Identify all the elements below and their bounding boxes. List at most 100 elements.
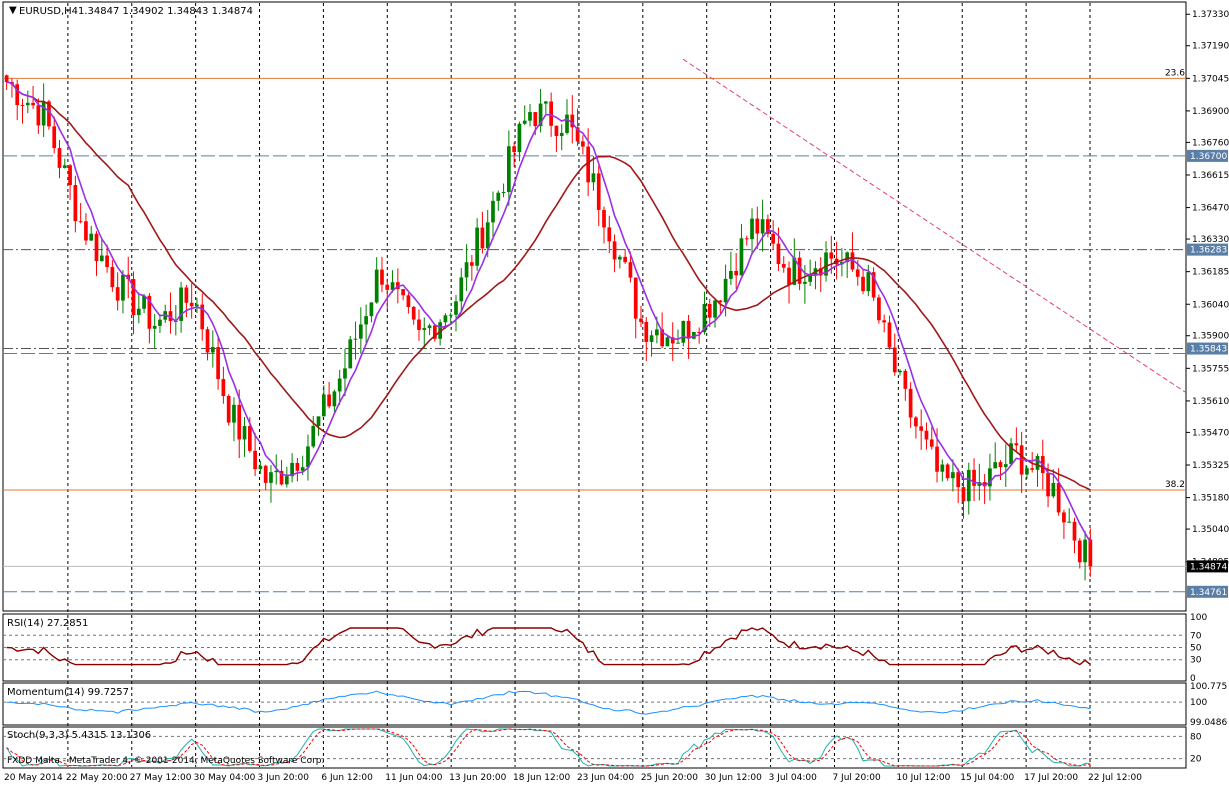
candle-body bbox=[924, 430, 929, 440]
candle-body bbox=[951, 472, 955, 479]
candle-body bbox=[41, 101, 46, 126]
candle-body bbox=[723, 278, 728, 303]
candle-body bbox=[290, 462, 294, 477]
candle-body bbox=[713, 300, 717, 318]
candle-body bbox=[871, 272, 876, 298]
candle-body bbox=[607, 227, 612, 242]
candle-body bbox=[216, 347, 220, 380]
candle-body bbox=[554, 125, 559, 137]
candle-body bbox=[612, 241, 617, 260]
candle-body bbox=[501, 192, 506, 194]
candle-body bbox=[993, 462, 998, 469]
time-label: 23 Jun 04:00 bbox=[577, 773, 634, 783]
candle-body bbox=[343, 368, 347, 379]
candle-body bbox=[522, 120, 527, 124]
time-label: 6 Jun 12:00 bbox=[321, 773, 373, 783]
candle-body bbox=[829, 252, 834, 259]
candle-body bbox=[443, 315, 448, 323]
candle-body bbox=[295, 462, 300, 471]
rsi-title: RSI(14) 27.2851 bbox=[7, 618, 88, 629]
rsi-level-label: 50 bbox=[1190, 644, 1202, 654]
stoch-level-label: 20 bbox=[1190, 755, 1202, 765]
candle-body bbox=[707, 304, 712, 318]
rsi-level-label: 0 bbox=[1190, 674, 1196, 684]
time-label: 11 Jun 04:00 bbox=[385, 773, 442, 783]
candle-body bbox=[882, 320, 887, 323]
candle-body bbox=[432, 325, 437, 339]
candle-body bbox=[422, 328, 427, 330]
header-arrow: ▼ bbox=[9, 5, 17, 16]
candle-body bbox=[686, 320, 691, 339]
time-label: 3 Jul 04:00 bbox=[769, 773, 818, 783]
trend-line bbox=[682, 58, 1186, 393]
candle-body bbox=[464, 262, 469, 278]
candle-body bbox=[142, 295, 146, 309]
price-label: 1.37330 bbox=[1192, 10, 1229, 20]
candle-body bbox=[210, 347, 215, 353]
candle-body bbox=[385, 284, 390, 290]
candle-body bbox=[644, 321, 649, 342]
level-lines bbox=[3, 77, 1186, 593]
candle-body bbox=[247, 426, 252, 451]
candle-body bbox=[639, 318, 643, 322]
candle-body bbox=[401, 289, 405, 296]
candle-body bbox=[390, 282, 395, 290]
price-panel bbox=[2, 1, 1187, 612]
fib-label-23-6: 23.6 bbox=[1165, 68, 1185, 78]
candle-body bbox=[321, 394, 326, 417]
symbol-label: EURUSD,H4 bbox=[19, 6, 78, 17]
candle-body bbox=[887, 322, 892, 348]
time-label: 30 Jun 12:00 bbox=[705, 773, 762, 783]
candle-body bbox=[168, 311, 173, 322]
candle-body bbox=[570, 114, 575, 128]
candle-body bbox=[147, 295, 152, 329]
price-label: 1.35470 bbox=[1192, 428, 1229, 438]
candle-body bbox=[242, 426, 247, 440]
time-label: 10 Jul 12:00 bbox=[896, 773, 950, 783]
candle-body bbox=[496, 192, 501, 201]
momentum-level-label: 100.775 bbox=[1190, 682, 1227, 692]
candle-body bbox=[269, 472, 273, 483]
candle-body bbox=[427, 325, 432, 329]
candle-body bbox=[787, 267, 791, 285]
price-label: 1.35610 bbox=[1192, 397, 1229, 407]
rsi-level-label: 30 bbox=[1190, 656, 1202, 666]
price-label: 1.37190 bbox=[1192, 42, 1229, 52]
price-badge-text: 1.34761 bbox=[1190, 588, 1227, 598]
candle-body bbox=[797, 257, 802, 284]
candle-body bbox=[136, 308, 141, 316]
candle-body bbox=[1035, 456, 1040, 470]
candle-body bbox=[665, 337, 670, 347]
price-label: 1.36760 bbox=[1192, 138, 1229, 148]
candle-body bbox=[565, 114, 569, 133]
price-badge bbox=[1187, 342, 1228, 355]
price-label: 1.35325 bbox=[1192, 461, 1229, 471]
candle-body bbox=[99, 255, 104, 262]
candle-body bbox=[348, 339, 353, 369]
candle-body bbox=[845, 252, 850, 263]
candle-body bbox=[78, 221, 83, 223]
candle-body bbox=[232, 404, 236, 423]
candle-body bbox=[475, 227, 479, 266]
candle-body bbox=[771, 233, 776, 244]
candle-body bbox=[877, 297, 881, 321]
rsi-panel bbox=[2, 613, 1187, 682]
candle-body bbox=[131, 279, 136, 316]
candle-body bbox=[850, 252, 855, 270]
price-badge-text: 1.36283 bbox=[1190, 246, 1227, 256]
candle-body bbox=[205, 329, 210, 353]
price-badge bbox=[1187, 585, 1228, 598]
price-label: 1.35180 bbox=[1192, 494, 1229, 504]
candle-body bbox=[121, 274, 125, 301]
slow-ma-line bbox=[6, 81, 1091, 491]
candle-body bbox=[528, 112, 532, 121]
time-label: 30 May 04:00 bbox=[194, 773, 256, 783]
candle-body bbox=[115, 287, 120, 301]
candle-body bbox=[1062, 512, 1066, 523]
candle-body bbox=[459, 277, 464, 302]
candle-body bbox=[279, 470, 284, 485]
candle-body bbox=[956, 472, 961, 488]
momentum-line bbox=[6, 690, 1091, 715]
candle-body bbox=[697, 331, 702, 333]
